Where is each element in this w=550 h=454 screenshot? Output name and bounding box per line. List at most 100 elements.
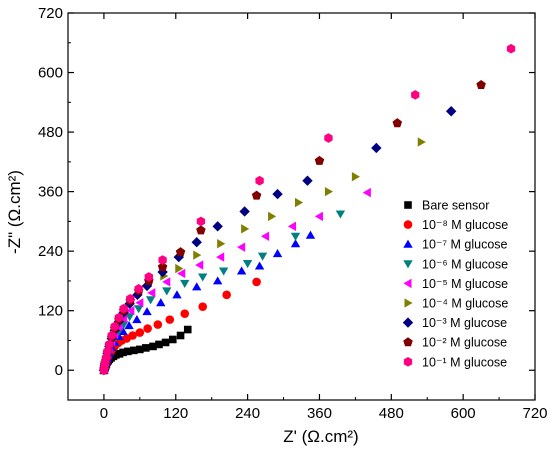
data-point xyxy=(175,263,184,274)
data-point xyxy=(290,232,301,241)
data-point xyxy=(254,261,265,270)
y-tick-label: 240 xyxy=(38,243,63,260)
data-point xyxy=(222,290,231,300)
data-point xyxy=(162,277,171,287)
data-point xyxy=(302,175,313,186)
data-point xyxy=(110,321,119,332)
data-point xyxy=(218,267,229,276)
legend-label: Bare sensor xyxy=(422,199,489,213)
data-point xyxy=(371,142,382,154)
data-point xyxy=(192,282,202,291)
data-point xyxy=(124,320,134,330)
data-point xyxy=(157,262,168,272)
legend-item: 10⁻⁶ M glucose xyxy=(403,257,508,271)
data-point xyxy=(136,345,144,354)
legend-item: 10⁻² M glucose xyxy=(403,336,507,350)
data-point xyxy=(141,280,153,292)
data-point xyxy=(124,347,132,356)
data-point xyxy=(119,348,127,357)
data-point xyxy=(142,307,152,316)
data-point xyxy=(242,260,253,269)
data-point xyxy=(217,239,226,249)
data-point xyxy=(177,268,186,279)
data-point xyxy=(156,298,166,307)
data-point xyxy=(260,231,270,241)
legend-marker xyxy=(403,357,413,367)
data-point xyxy=(213,276,223,285)
data-point xyxy=(134,284,143,294)
legend-marker xyxy=(403,260,413,269)
data-point xyxy=(295,197,304,208)
data-point xyxy=(236,266,247,275)
data-point xyxy=(476,79,486,89)
data-point xyxy=(196,225,206,235)
legend-marker xyxy=(403,278,412,289)
data-point xyxy=(314,155,325,165)
data-point xyxy=(324,186,334,197)
x-axis-label: Z' (Ω.cm²) xyxy=(283,427,358,446)
data-point xyxy=(305,230,316,239)
data-point xyxy=(183,325,192,334)
x-tick-label: 480 xyxy=(379,405,404,422)
data-point xyxy=(216,252,225,262)
x-tick-label: 120 xyxy=(163,405,188,422)
legend-item: 10⁻⁵ M glucose xyxy=(403,277,508,291)
plot-frame xyxy=(67,12,536,401)
data-point xyxy=(132,315,142,324)
data-point xyxy=(155,340,163,349)
legend-item: 10⁻⁸ M glucose xyxy=(403,218,508,232)
data-point xyxy=(165,315,175,324)
data-point xyxy=(212,221,223,232)
data-point xyxy=(335,210,346,219)
legend-marker xyxy=(403,239,413,248)
legend-item: 10⁻⁷ M glucose xyxy=(403,238,508,252)
data-point xyxy=(251,190,262,200)
data-point xyxy=(153,320,163,329)
data-point xyxy=(314,211,323,222)
x-tick-label: 240 xyxy=(235,405,260,422)
data-point xyxy=(143,324,152,333)
x-tick-label: 720 xyxy=(522,405,547,422)
data-point xyxy=(107,330,116,341)
data-point xyxy=(241,224,250,234)
y-tick-label: 720 xyxy=(38,5,63,22)
data-point xyxy=(324,133,333,143)
legend-label: 10⁻⁶ M glucose xyxy=(422,257,508,271)
data-point xyxy=(161,338,170,347)
data-point xyxy=(506,43,516,54)
legend-item: 10⁻¹ M glucose xyxy=(403,355,507,369)
legend-label: 10⁻² M glucose xyxy=(422,336,507,350)
legend-marker xyxy=(404,298,413,308)
data-point xyxy=(118,326,128,336)
data-point xyxy=(145,296,156,305)
legend-label: 10⁻⁴ M glucose xyxy=(422,297,508,311)
data-point xyxy=(195,260,204,270)
data-point xyxy=(287,221,297,232)
legend-item: 10⁻⁴ M glucose xyxy=(404,297,508,311)
data-point xyxy=(147,288,156,298)
data-point xyxy=(162,287,172,296)
y-tick-label: 0 xyxy=(55,362,63,379)
legend-marker xyxy=(403,220,413,229)
x-tick-label: 0 xyxy=(100,405,108,422)
legend-item: 10⁻³ M glucose xyxy=(402,316,507,330)
data-point xyxy=(124,313,135,322)
data-point xyxy=(239,206,250,217)
legend-marker xyxy=(402,317,414,328)
legend-marker xyxy=(404,201,412,209)
legend-label: 10⁻¹ M glucose xyxy=(422,355,507,369)
data-point xyxy=(272,249,283,258)
data-point xyxy=(126,306,135,316)
data-point xyxy=(175,247,186,257)
data-point xyxy=(290,239,301,248)
data-point xyxy=(149,342,157,351)
data-point xyxy=(144,272,153,282)
data-point xyxy=(142,344,150,352)
legend-label: 10⁻⁷ M glucose xyxy=(422,238,508,252)
x-tick-label: 600 xyxy=(451,405,476,422)
legend-label: 10⁻⁸ M glucose xyxy=(422,218,508,232)
data-point xyxy=(133,305,144,314)
data-point xyxy=(119,303,128,314)
data-point xyxy=(411,90,420,100)
data-point xyxy=(180,279,190,288)
